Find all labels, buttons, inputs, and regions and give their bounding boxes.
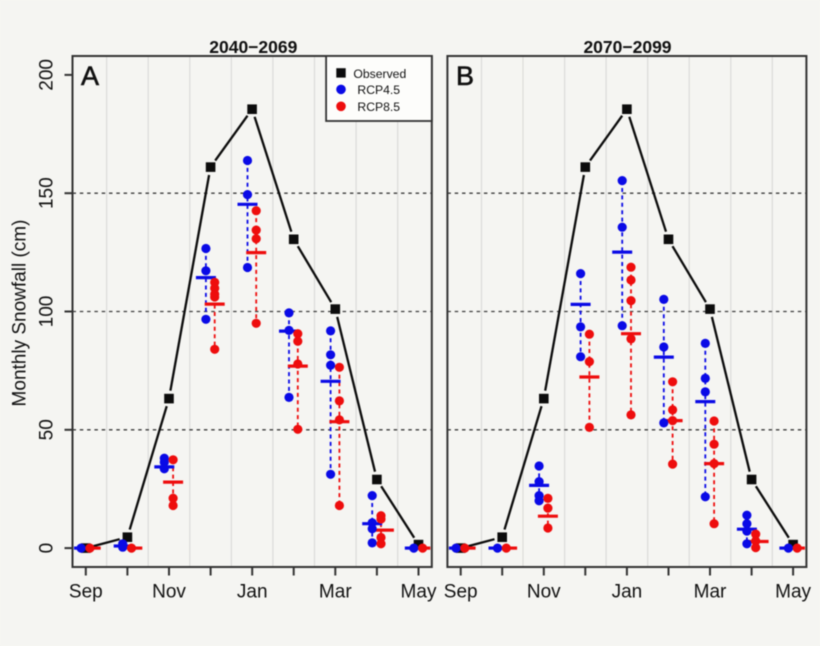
svg-text:150: 150 (37, 177, 58, 209)
svg-text:B: B (456, 61, 474, 91)
svg-text:Mar: Mar (319, 582, 352, 603)
svg-text:0: 0 (37, 543, 58, 554)
svg-text:Jan: Jan (237, 582, 268, 603)
svg-text:A: A (81, 61, 99, 91)
svg-text:RCP4.5: RCP4.5 (357, 83, 400, 97)
svg-text:Sep: Sep (444, 582, 478, 603)
svg-text:May: May (401, 582, 437, 603)
svg-text:100: 100 (37, 296, 58, 328)
svg-text:Nov: Nov (152, 582, 186, 603)
svg-text:Jan: Jan (612, 582, 643, 603)
svg-text:Nov: Nov (527, 582, 561, 603)
svg-text:Monthly Snowfall (cm): Monthly Snowfall (cm) (9, 220, 30, 407)
svg-text:2040−2069: 2040−2069 (209, 37, 297, 57)
svg-text:2070−2099: 2070−2099 (583, 37, 671, 57)
svg-text:Observed: Observed (353, 67, 406, 81)
svg-text:200: 200 (37, 59, 58, 91)
svg-text:50: 50 (37, 419, 58, 440)
svg-text:May: May (775, 582, 811, 603)
svg-text:RCP8.5: RCP8.5 (357, 100, 400, 114)
svg-text:Sep: Sep (69, 582, 103, 603)
svg-text:Mar: Mar (694, 582, 727, 603)
